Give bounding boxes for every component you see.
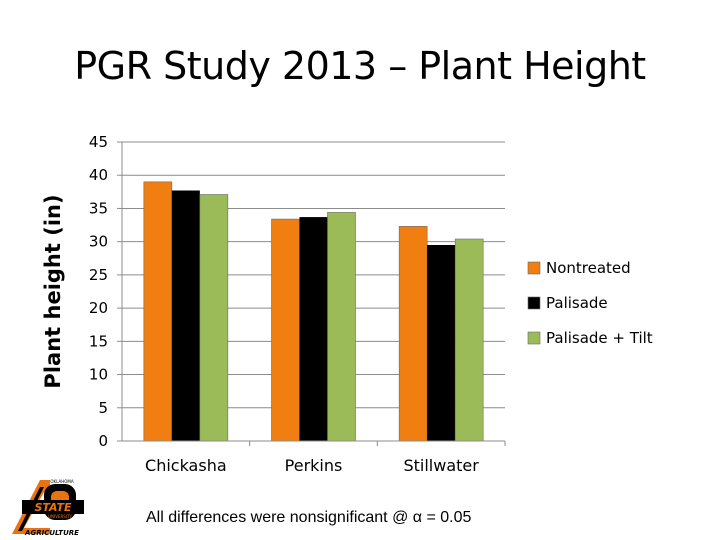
bar-perkins-nontreated — [271, 218, 300, 442]
y-tick-label: 30 — [89, 233, 108, 251]
bar-perkins-palisade-tilt — [327, 212, 356, 442]
y-tick-label: 25 — [89, 266, 108, 284]
logo-state-text: STATE — [34, 501, 72, 514]
x-category-label: Perkins — [285, 456, 343, 475]
bar-stillwater-palisade — [427, 244, 456, 441]
y-tick-label: 15 — [89, 332, 108, 350]
bar-perkins-palisade — [299, 217, 328, 441]
x-category-label: Chickasha — [145, 456, 227, 475]
logo-state-band — [22, 500, 84, 514]
y-tick-label: 10 — [89, 366, 108, 384]
bar-stillwater-nontreated — [398, 226, 428, 442]
x-category-label: Stillwater — [403, 456, 479, 475]
axes: 0 5 10 15 20 25 30 35 40 45 Chickasha Perkins Stillw… — [41, 133, 506, 475]
y-tick-label: 45 — [89, 133, 108, 151]
bar-chickasha-nontreated — [143, 181, 173, 442]
legend-swatch-nontreated — [527, 261, 541, 275]
bar-stillwater-palisade-tilt — [454, 238, 484, 442]
bar-chickasha-palisade — [171, 190, 200, 441]
y-tick-label: 35 — [89, 199, 108, 217]
bar-chickasha-palisade-tilt — [199, 194, 229, 442]
plant-height-chart: 0 5 10 15 20 25 30 35 40 45 Chickasha Perkins Stillw… — [41, 133, 653, 475]
legend: Nontreated Palisade Palisade + Tilt — [527, 259, 653, 347]
legend-label: Palisade + Tilt — [546, 329, 653, 347]
osu-agriculture-logo: STATE OKLAHOMA UNIVERSITY AGRICULTURE — [12, 479, 84, 537]
logo-agriculture-text: AGRICULTURE — [24, 529, 79, 537]
footnote: All differences were nonsignificant @ α … — [146, 509, 472, 526]
logo-top-text: OKLAHOMA — [50, 479, 73, 484]
legend-swatch-palisade-tilt — [527, 331, 541, 345]
legend-label: Palisade — [546, 294, 608, 312]
legend-swatch-palisade — [527, 296, 541, 310]
legend-label: Nontreated — [546, 259, 631, 277]
slide-title: PGR Study 2013 – Plant Height — [74, 44, 646, 88]
y-tick-label: 40 — [89, 166, 108, 184]
logo-small-text: UNIVERSITY — [48, 514, 72, 519]
y-tick-label: 0 — [98, 432, 108, 450]
y-tick-label: 5 — [98, 399, 108, 417]
y-axis-title: Plant height (in) — [41, 194, 65, 388]
y-tick-label: 20 — [89, 299, 108, 317]
bars — [143, 181, 484, 442]
